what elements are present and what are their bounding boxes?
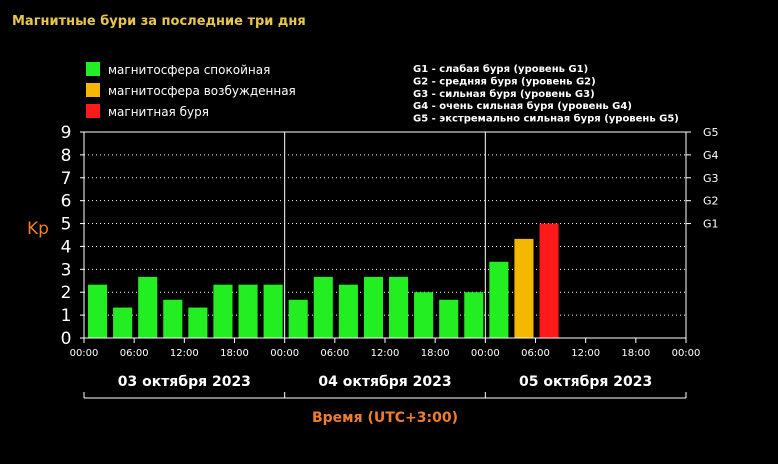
legend: магнитосфера спокойная магнитосфера возбу… bbox=[86, 62, 296, 119]
x-tick-label: 06:00 bbox=[320, 348, 349, 359]
kp-bar bbox=[288, 299, 308, 338]
y-tick-label: 8 bbox=[61, 146, 72, 166]
storm-level-item: G1 - слабая буря (уровень G1) bbox=[413, 63, 588, 75]
x-tick-label: 18:00 bbox=[421, 348, 450, 359]
kp-bar bbox=[439, 299, 459, 338]
kp-bar bbox=[338, 284, 358, 338]
kp-bar bbox=[539, 223, 559, 338]
x-tick-label: 18:00 bbox=[621, 348, 650, 359]
legend-swatch bbox=[86, 83, 100, 97]
y-tick-label: 5 bbox=[61, 215, 72, 235]
x-tick-label: 12:00 bbox=[571, 348, 600, 359]
kp-bar bbox=[138, 276, 158, 338]
kp-bar bbox=[489, 261, 509, 338]
kp-bar bbox=[238, 284, 258, 338]
kp-bar bbox=[188, 307, 208, 338]
kp-bar bbox=[213, 284, 233, 338]
plot-area: 0 1 2 3 45 6 7 8 9 G1 G2 G3 G4 G5 00:00 06:00 12:00 18:00… bbox=[27, 123, 719, 426]
y-tick-label: 4 bbox=[61, 237, 72, 257]
kp-bar bbox=[389, 276, 409, 338]
storm-level-item: G5 - экстремально сильная буря (уровень … bbox=[413, 113, 679, 125]
x-tick-label: 00:00 bbox=[672, 348, 701, 359]
kp-bar bbox=[113, 307, 133, 338]
kp-bar bbox=[414, 292, 434, 338]
kp-bar bbox=[163, 299, 183, 338]
storm-level-item: G4 - очень сильная буря (уровень G4) bbox=[413, 100, 632, 112]
kp-bar bbox=[514, 238, 534, 338]
y-tick-label: 1 bbox=[61, 306, 72, 326]
y-tick-label: 3 bbox=[61, 260, 72, 280]
x-tick-label: 00:00 bbox=[471, 348, 500, 359]
date-label: 04 октября 2023 bbox=[318, 374, 451, 390]
y-tick-label: 7 bbox=[61, 169, 72, 189]
y-axis-label: Kp bbox=[27, 219, 49, 239]
date-label: 05 октября 2023 bbox=[519, 374, 652, 390]
kp-bar bbox=[263, 284, 283, 338]
legend-label: магнитосфера спокойная bbox=[108, 63, 270, 77]
g-level-tick-label: G4 bbox=[703, 149, 719, 162]
x-tick-label: 06:00 bbox=[521, 348, 550, 359]
chart-title: Магнитные бури за последние три дня bbox=[12, 14, 306, 29]
legend-label: магнитосфера возбужденная bbox=[108, 84, 296, 98]
kp-bar bbox=[313, 276, 333, 338]
storm-level-item: G2 - средняя буря (уровень G2) bbox=[413, 75, 596, 87]
x-tick-label: 00:00 bbox=[70, 348, 99, 359]
g-level-tick-label: G5 bbox=[703, 126, 719, 139]
kp-bar bbox=[464, 292, 484, 338]
legend-swatch bbox=[86, 62, 100, 76]
date-label: 03 октября 2023 bbox=[118, 374, 251, 390]
y-tick-label: 0 bbox=[61, 329, 72, 349]
x-axis-label: Время (UTC+3:00) bbox=[312, 410, 458, 426]
storm-level-legend: G1 - слабая буря (уровень G1)G2 - средня… bbox=[413, 63, 679, 125]
g-level-tick-label: G2 bbox=[703, 195, 719, 208]
y-tick-label: 6 bbox=[61, 192, 72, 212]
x-tick-label: 06:00 bbox=[120, 348, 149, 359]
kp-bar bbox=[363, 276, 383, 338]
g-level-tick-label: G3 bbox=[703, 172, 719, 185]
g-level-tick-label: G1 bbox=[703, 218, 719, 231]
legend-label: магнитная буря bbox=[108, 105, 209, 119]
x-tick-label: 18:00 bbox=[220, 348, 249, 359]
x-tick-label: 12:00 bbox=[371, 348, 400, 359]
y-tick-label: 9 bbox=[61, 123, 72, 143]
y-tick-label: 2 bbox=[61, 283, 72, 303]
legend-swatch bbox=[86, 104, 100, 118]
storm-level-item: G3 - сильная буря (уровень G3) bbox=[413, 88, 595, 100]
kp-bar bbox=[88, 284, 108, 338]
x-tick-label: 00:00 bbox=[270, 348, 299, 359]
x-tick-label: 12:00 bbox=[170, 348, 199, 359]
